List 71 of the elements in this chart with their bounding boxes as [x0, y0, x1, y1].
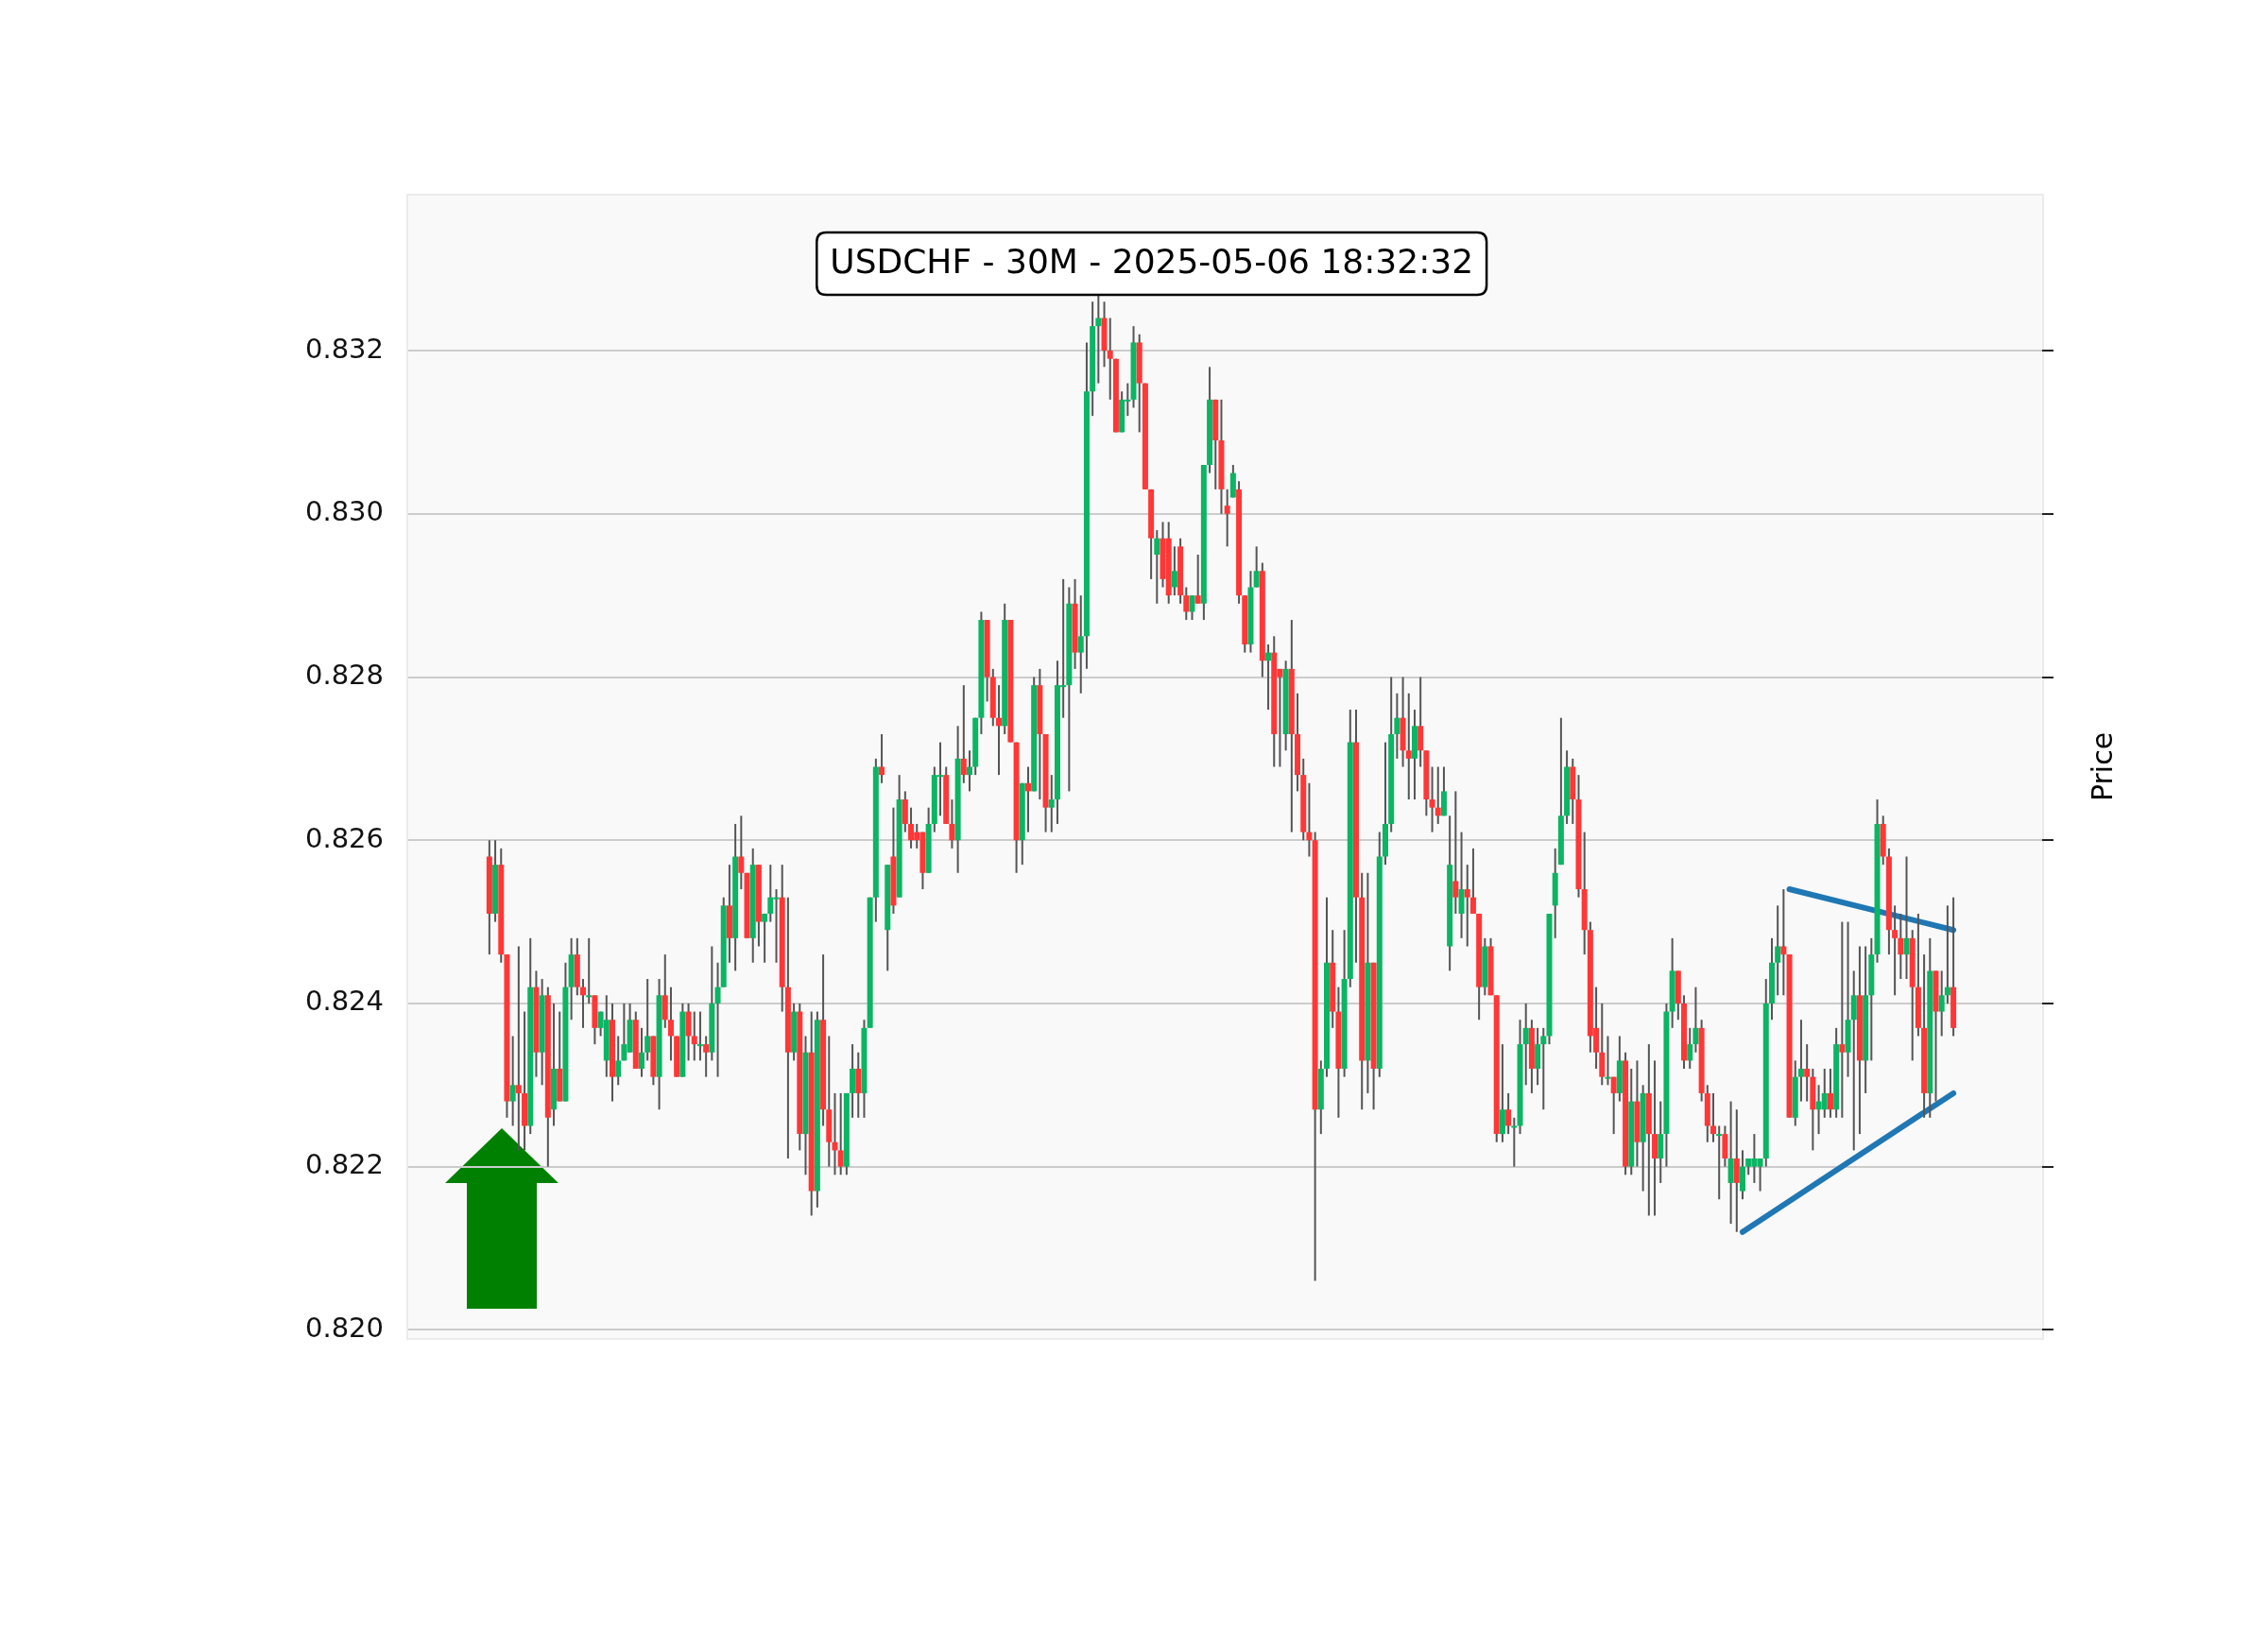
- candlestick: [1394, 692, 1400, 760]
- candlestick: [1605, 1035, 1611, 1087]
- candlestick: [1435, 765, 1441, 825]
- candlestick: [762, 912, 768, 964]
- candlestick: [1892, 904, 1899, 997]
- candlestick: [1265, 643, 1272, 712]
- candlestick: [1194, 553, 1201, 605]
- y-tick-label: 0.820: [304, 1311, 384, 1344]
- candlestick: [644, 978, 651, 1062]
- candlestick: [691, 1010, 697, 1062]
- y-tick-label: 0.824: [304, 985, 384, 1018]
- candlestick: [832, 1091, 838, 1176]
- candlestick: [1154, 529, 1160, 605]
- candlestick: [1077, 594, 1084, 695]
- candlestick: [1610, 1075, 1617, 1136]
- candlestick: [638, 1026, 644, 1078]
- candlestick: [696, 1010, 703, 1062]
- candlestick: [1183, 586, 1190, 622]
- candlestick: [1522, 1002, 1529, 1087]
- candlestick: [1048, 774, 1055, 833]
- candlestick: [615, 1035, 622, 1087]
- candlestick: [1540, 1026, 1547, 1111]
- candlestick: [667, 986, 674, 1062]
- candlestick: [738, 815, 745, 891]
- candlestick: [1107, 317, 1113, 401]
- candlestick: [960, 684, 967, 784]
- candlestick: [1306, 781, 1313, 858]
- candlestick: [837, 1091, 844, 1176]
- candlestick: [949, 798, 955, 849]
- candlestick: [1827, 1068, 1833, 1119]
- candlestick: [1804, 1043, 1811, 1103]
- y-tick-label: 0.830: [304, 495, 384, 528]
- candlestick: [1189, 594, 1195, 622]
- candlestick: [1944, 904, 1950, 1004]
- candlestick: [1780, 888, 1787, 997]
- y-tick-label: 0.832: [304, 332, 384, 365]
- candlestick: [509, 1035, 516, 1127]
- candlestick: [1224, 488, 1230, 548]
- candlestick: [714, 961, 721, 1078]
- candlestick: [1429, 765, 1435, 833]
- candlestick: [1171, 545, 1177, 597]
- y-tick-label: 0.822: [304, 1148, 384, 1181]
- candlestick: [1903, 855, 1910, 981]
- candlestick: [1464, 864, 1470, 948]
- candlestick: [586, 936, 593, 1004]
- candlestick: [1469, 847, 1476, 915]
- candlestick: [1452, 790, 1459, 915]
- y-tick-label: 0.826: [304, 821, 384, 854]
- candlestick: [1797, 1019, 1804, 1103]
- candlestick: [879, 732, 885, 784]
- candlestick: [1710, 1091, 1717, 1143]
- y-axis-title: Price: [2085, 731, 2119, 802]
- candlestick: [1938, 969, 1945, 1038]
- candlestick: [1024, 765, 1031, 833]
- candlestick: [967, 749, 973, 793]
- candlestick: [1716, 1124, 1723, 1201]
- candlestick: [1505, 1091, 1512, 1136]
- text: USDCHF - 30M - 2025-05-06 18:32:32: [830, 242, 1474, 282]
- candlestick: [1687, 1026, 1693, 1071]
- y-tick-label: 0.828: [304, 659, 384, 692]
- candlestick: [995, 684, 1002, 777]
- candlestick: [1775, 904, 1781, 997]
- candlestick: [703, 1035, 710, 1078]
- candlestick: [1405, 692, 1412, 801]
- candlestick: [580, 978, 587, 1029]
- candlestick: [1253, 545, 1260, 589]
- candlestick: [515, 945, 522, 1152]
- candlestick: [1511, 1116, 1518, 1168]
- candlestick: [1839, 920, 1846, 1119]
- candlestick: [1898, 912, 1904, 981]
- candlestick: [1692, 986, 1699, 1054]
